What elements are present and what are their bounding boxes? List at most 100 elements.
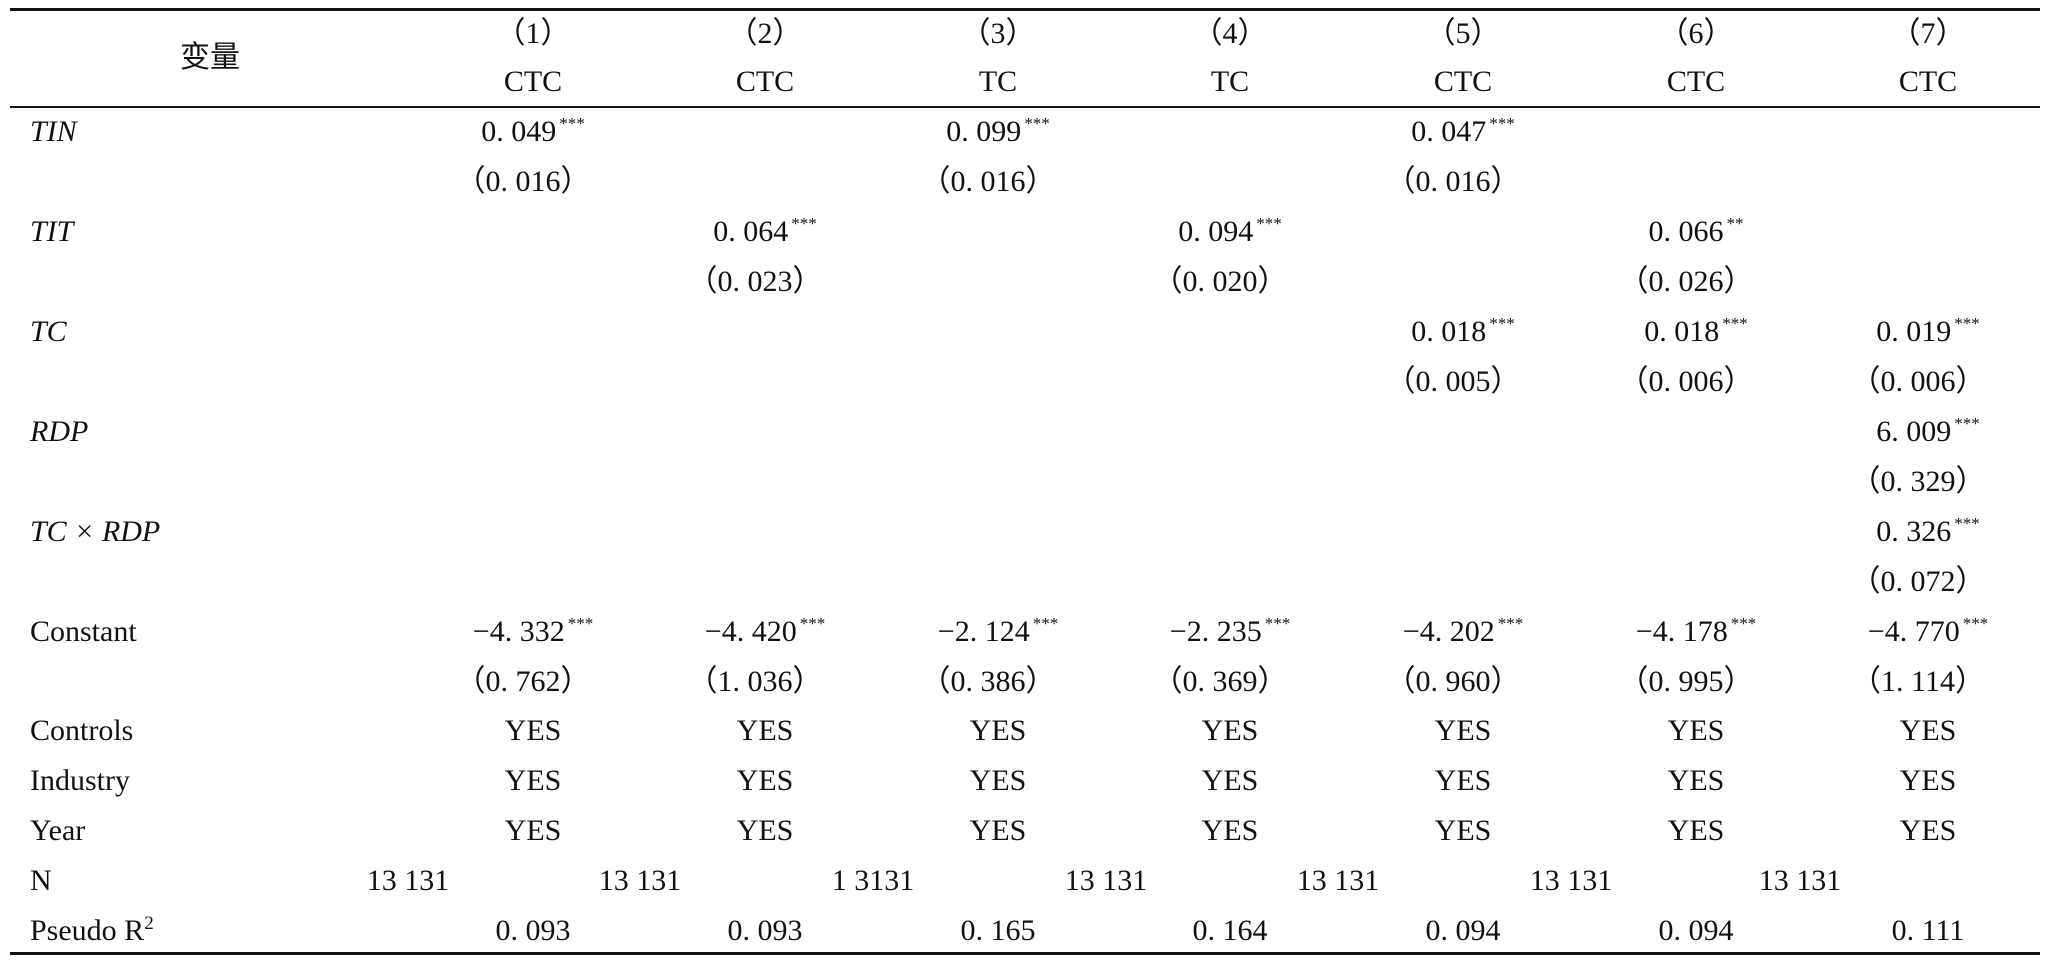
fixed-effect-flag: YES bbox=[1899, 814, 1957, 847]
significance-stars: *** bbox=[1722, 314, 1748, 333]
observations: 13 131 bbox=[598, 864, 682, 897]
regression-table: 变量 （1） CTC （2） CTC （3） TC （4） TC （5） CTC （6） CTC （7）… bbox=[10, 0, 2040, 960]
fixed-effect-flag: YES bbox=[1201, 814, 1259, 847]
standard-error: （0. 005） bbox=[1385, 365, 1521, 398]
coefficient-value: −2. 124 bbox=[937, 615, 1030, 648]
observations: 13 131 bbox=[1529, 864, 1613, 897]
significance-stars: *** bbox=[799, 614, 826, 633]
coefficient: 0. 018 *** bbox=[1644, 314, 1748, 354]
pseudo-r2-value: 0. 094 bbox=[1658, 914, 1734, 947]
row-label: TC × RDP bbox=[30, 515, 161, 548]
fixed-effect-flag: YES bbox=[1434, 814, 1492, 847]
coefficient-value: 0. 047 bbox=[1411, 115, 1487, 148]
coefficient: −2. 235 *** bbox=[1170, 614, 1290, 654]
observations: 13 131 bbox=[1758, 864, 1842, 897]
fixed-effect-flag: YES bbox=[504, 764, 562, 797]
significance-stars: *** bbox=[1489, 114, 1515, 133]
coefficient-value: 0. 064 bbox=[713, 215, 789, 248]
top-rule bbox=[10, 8, 2040, 11]
fixed-effect-flag: YES bbox=[1201, 764, 1259, 797]
coefficient: −4. 770 *** bbox=[1868, 614, 1988, 654]
fixed-effect-flag: YES bbox=[1434, 714, 1492, 747]
column-dependent-var: CTC bbox=[1666, 65, 1726, 98]
header-rule bbox=[10, 106, 2040, 108]
coefficient-value: 0. 094 bbox=[1178, 215, 1254, 248]
fixed-effect-flag: YES bbox=[736, 714, 794, 747]
observations: 13 131 bbox=[1296, 864, 1380, 897]
row-label: TIT bbox=[30, 215, 74, 248]
coefficient-value: 0. 066 bbox=[1648, 215, 1724, 248]
fixed-effect-flag: YES bbox=[1899, 764, 1957, 797]
coefficient: 0. 326 *** bbox=[1876, 514, 1980, 554]
fixed-effect-flag: YES bbox=[1667, 764, 1725, 797]
column-number: （5） bbox=[1425, 17, 1501, 50]
fixed-effect-flag: YES bbox=[1434, 764, 1492, 797]
significance-stars: *** bbox=[1256, 214, 1282, 233]
column-number: （6） bbox=[1658, 17, 1734, 50]
significance-stars: *** bbox=[791, 214, 817, 233]
standard-error: （0. 016） bbox=[920, 165, 1056, 198]
standard-error: （0. 329） bbox=[1850, 465, 1986, 498]
coefficient-value: 0. 099 bbox=[946, 115, 1022, 148]
row-label: Constant bbox=[30, 615, 137, 648]
pseudo-r-label: Pseudo R bbox=[30, 914, 145, 947]
coefficient: −4. 202 *** bbox=[1403, 614, 1523, 654]
significance-stars: *** bbox=[1730, 614, 1757, 633]
coefficient: 0. 094 *** bbox=[1178, 214, 1282, 254]
significance-stars: *** bbox=[567, 614, 594, 633]
standard-error: （0. 960） bbox=[1385, 665, 1521, 698]
fixed-effect-flag: YES bbox=[736, 764, 794, 797]
column-number: （3） bbox=[960, 17, 1036, 50]
column-number: （4） bbox=[1192, 17, 1268, 50]
row-label: RDP bbox=[30, 415, 89, 448]
standard-error: （0. 072） bbox=[1850, 565, 1986, 598]
coefficient-value: −4. 178 bbox=[1635, 615, 1728, 648]
coefficient-value: 0. 326 bbox=[1876, 515, 1952, 548]
standard-error: （0. 006） bbox=[1850, 365, 1986, 398]
coefficient-value: −4. 332 bbox=[472, 615, 565, 648]
pseudo-r2-value: 0. 165 bbox=[960, 914, 1036, 947]
variable-header: 变量 bbox=[180, 41, 240, 74]
fixed-effect-flag: YES bbox=[504, 814, 562, 847]
coefficient: 6. 009 *** bbox=[1876, 414, 1980, 454]
pseudo-r-exponent: 2 bbox=[144, 913, 154, 934]
fixed-effect-flag: YES bbox=[1899, 714, 1957, 747]
column-dependent-var: CTC bbox=[1898, 65, 1958, 98]
row-label: TIN bbox=[30, 115, 77, 148]
coefficient: −2. 124 *** bbox=[938, 614, 1058, 654]
significance-stars: *** bbox=[1954, 514, 1980, 533]
coefficient: 0. 018 *** bbox=[1411, 314, 1515, 354]
column-number: （2） bbox=[727, 17, 803, 50]
row-label: Year bbox=[30, 814, 86, 847]
fixed-effect-flag: YES bbox=[969, 714, 1027, 747]
coefficient-value: 0. 049 bbox=[481, 115, 557, 148]
coefficient-value: −4. 420 bbox=[704, 615, 797, 648]
significance-stars: *** bbox=[559, 114, 585, 133]
significance-stars: *** bbox=[1497, 614, 1524, 633]
column-dependent-var: CTC bbox=[503, 65, 563, 98]
significance-stars: *** bbox=[1032, 614, 1059, 633]
standard-error: （0. 369） bbox=[1152, 665, 1288, 698]
row-label: Controls bbox=[30, 714, 134, 747]
column-dependent-var: CTC bbox=[1433, 65, 1493, 98]
column-dependent-var: TC bbox=[1210, 65, 1250, 98]
coefficient: −4. 420 *** bbox=[705, 614, 825, 654]
coefficient: 0. 019 *** bbox=[1876, 314, 1980, 354]
row-label: Pseudo R2 bbox=[30, 913, 154, 953]
row-label: N bbox=[30, 864, 52, 897]
standard-error: （0. 026） bbox=[1618, 265, 1754, 298]
significance-stars: *** bbox=[1024, 114, 1050, 133]
row-label: TC bbox=[30, 315, 67, 348]
coefficient-value: 6. 009 bbox=[1876, 415, 1952, 448]
standard-error: （0. 762） bbox=[455, 665, 591, 698]
fixed-effect-flag: YES bbox=[969, 814, 1027, 847]
coefficient-value: −4. 202 bbox=[1402, 615, 1495, 648]
coefficient: 0. 064 *** bbox=[713, 214, 817, 254]
fixed-effect-flag: YES bbox=[736, 814, 794, 847]
fixed-effect-flag: YES bbox=[504, 714, 562, 747]
pseudo-r2-value: 0. 164 bbox=[1192, 914, 1268, 947]
column-dependent-var: CTC bbox=[735, 65, 795, 98]
standard-error: （0. 995） bbox=[1618, 665, 1754, 698]
standard-error: （0. 016） bbox=[1385, 165, 1521, 198]
standard-error: （1. 036） bbox=[687, 665, 823, 698]
